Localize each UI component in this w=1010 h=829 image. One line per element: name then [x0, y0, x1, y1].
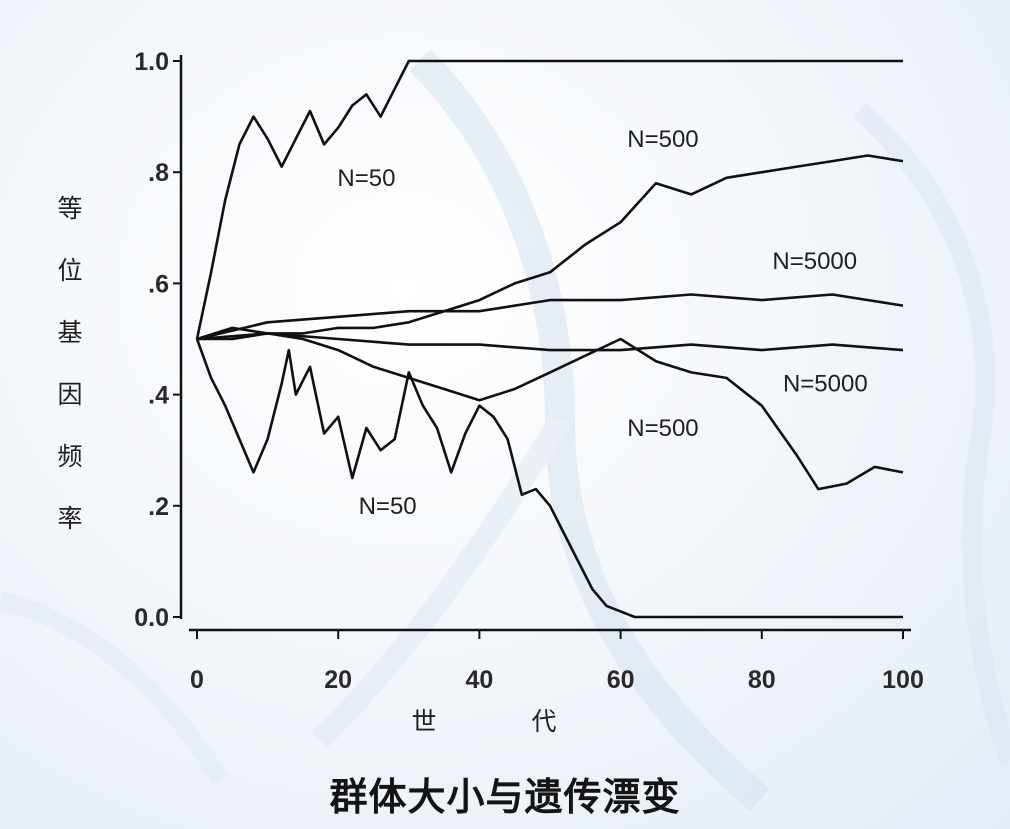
- series-label: N=500: [627, 126, 698, 153]
- series-label: N=500: [627, 415, 698, 442]
- x-tick-label: 40: [465, 666, 493, 694]
- x-tick-label: 100: [882, 666, 924, 694]
- x-tick-label: 60: [607, 666, 635, 694]
- x-tick-label: 0: [190, 666, 204, 694]
- y-tick-label: .2: [148, 493, 169, 521]
- series-line: [196, 293, 904, 341]
- y-tick-label: .8: [148, 159, 169, 187]
- y-tick-label: .4: [148, 382, 169, 410]
- x-axis-title: 世代: [411, 707, 556, 736]
- series-line: [195, 59, 903, 340]
- slide-caption: 群体大小与遗传漂变: [329, 774, 681, 819]
- series-labels: N=50 N=500 N=5000 N=5000 N=500 N=50: [337, 126, 867, 520]
- y-tick-label: 1.0: [134, 48, 169, 76]
- y-tick-label: .6: [148, 270, 169, 298]
- series-layer: [195, 59, 904, 619]
- axes: 0.0 .2 .4 .6 .8 1.0 0 20 40 60 80 100: [134, 48, 924, 694]
- series-line: [196, 332, 904, 352]
- x-tick-label: 80: [748, 666, 776, 694]
- series-line: [196, 326, 904, 491]
- y-tick-label: 0.0: [134, 604, 169, 632]
- x-tick-label: 20: [324, 666, 352, 694]
- series-label: N=5000: [783, 370, 868, 397]
- series-label: N=5000: [772, 248, 857, 275]
- series-label: N=50: [359, 493, 417, 520]
- y-axis-title: 等位基因频率: [57, 194, 82, 533]
- series-label: N=50: [337, 165, 395, 192]
- series-line: [197, 154, 904, 341]
- background-dna-helix: [0, 49, 1010, 812]
- series-line: [195, 338, 903, 619]
